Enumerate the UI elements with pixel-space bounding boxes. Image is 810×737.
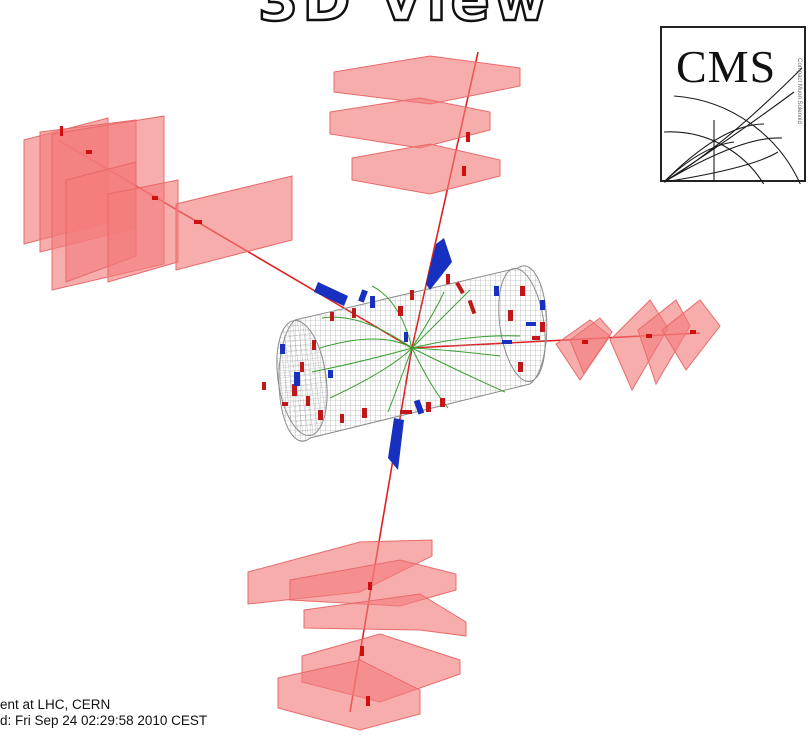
hcal-deposits: [280, 238, 545, 470]
muon-chambers-left: [23, 115, 293, 291]
muon-chambers-bottom: [247, 539, 467, 731]
muon-chambers-right: [555, 299, 721, 392]
charged-tracks: [311, 285, 521, 413]
cms-logo-word: CMS: [676, 41, 777, 92]
track-hits: [60, 126, 696, 706]
ecal-deposits: [262, 274, 545, 423]
view-title: 3D View: [257, 0, 552, 35]
cms-logo: CMS Compact Muon Solenoid: [660, 26, 806, 184]
muon-chambers-top: [329, 55, 521, 195]
event-info-line-1: ent at LHC, CERN: [0, 697, 111, 712]
event-info-line-2: d: Fri Sep 24 02:29:58 2010 CEST: [0, 713, 208, 728]
cms-logo-tracks: [663, 67, 803, 184]
cms-logo-subtitle: Compact Muon Solenoid: [796, 58, 803, 124]
event-info: ent at LHC, CERN d: Fri Sep 24 02:29:58 …: [0, 697, 207, 729]
